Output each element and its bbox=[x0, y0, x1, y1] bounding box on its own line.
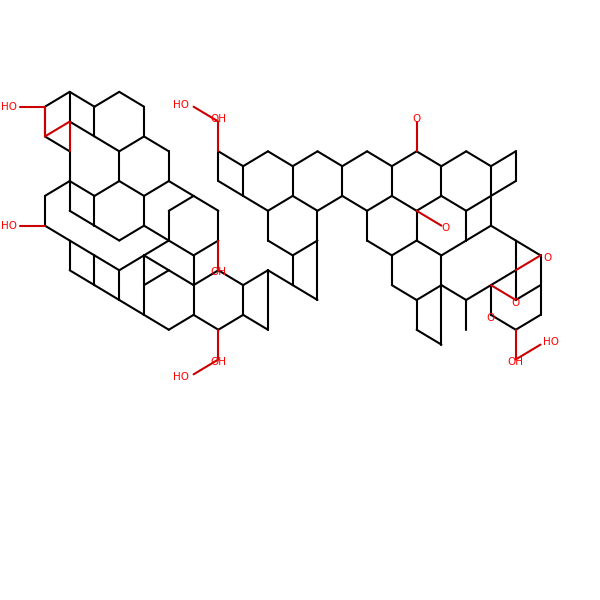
Text: HO: HO bbox=[1, 102, 17, 112]
Text: O: O bbox=[544, 253, 552, 263]
Text: OH: OH bbox=[211, 358, 226, 367]
Text: HO: HO bbox=[1, 221, 17, 230]
Text: OH: OH bbox=[508, 358, 524, 367]
Text: HO: HO bbox=[173, 373, 188, 382]
Text: O: O bbox=[442, 223, 449, 233]
Text: O: O bbox=[512, 298, 520, 308]
Text: OH: OH bbox=[211, 113, 226, 124]
Text: HO: HO bbox=[544, 337, 559, 347]
Text: HO: HO bbox=[173, 100, 188, 110]
Text: O: O bbox=[412, 113, 421, 124]
Text: O: O bbox=[487, 313, 495, 323]
Text: OH: OH bbox=[211, 267, 226, 277]
